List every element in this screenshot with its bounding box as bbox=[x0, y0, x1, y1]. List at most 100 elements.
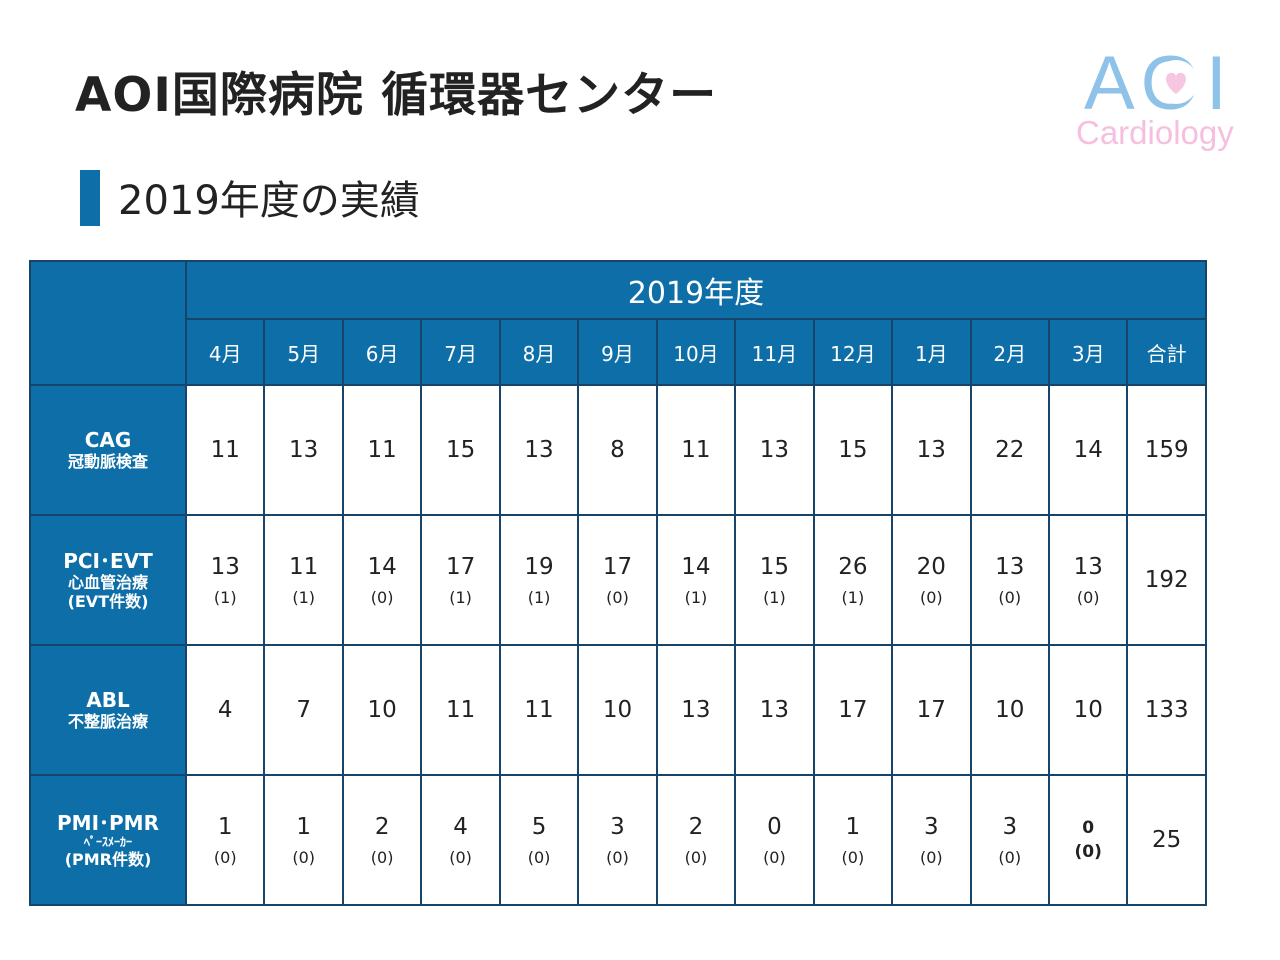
cell-value: 11 bbox=[524, 697, 554, 723]
table-row: ABL 不整脈治療 4 7 10 11 11 10 13 13 17 17 10 10 133 bbox=[29, 644, 1207, 776]
corner-cell bbox=[29, 260, 187, 386]
row-sublabel: 不整脈治療 bbox=[67, 712, 148, 732]
cell-subvalue: (0) bbox=[370, 587, 394, 607]
table-cell: 0 (0) bbox=[1047, 774, 1129, 906]
table-cell: 5 (0) bbox=[498, 774, 580, 906]
row-header: PMI･PMR ﾍﾟｰｽﾒｰｶｰ (PMR件数) bbox=[29, 774, 187, 906]
table-cell: 10 bbox=[577, 644, 658, 776]
cell-value: 15 bbox=[838, 437, 868, 463]
cell-subvalue: (0) bbox=[606, 587, 629, 607]
results-table: 2019年度 4月 5月 6月 7月 8月 9月 10月 11月 12月 1月 2月 3月 合計 CAG… bbox=[29, 260, 1207, 906]
row-header: ABL 不整脈治療 bbox=[29, 644, 187, 776]
cell-subvalue: (1) bbox=[684, 587, 708, 607]
cell-subvalue: (0) bbox=[527, 847, 551, 867]
table-cell: 11 bbox=[498, 644, 580, 776]
table-row: PCI･EVT 心血管治療 (EVT件数) 13 (1) 11 (1) 14 (0) 17 (1) 1… bbox=[29, 514, 1207, 646]
cell-value: 13 bbox=[759, 697, 790, 723]
cell-value: 11 bbox=[289, 553, 319, 580]
cell-value: 2 bbox=[688, 813, 704, 840]
table-cell: 159 bbox=[1126, 384, 1207, 516]
row-header: PCI･EVT 心血管治療 (EVT件数) bbox=[29, 514, 187, 646]
cell-value: 13 bbox=[759, 437, 790, 463]
table-cell: 11 (1) bbox=[263, 514, 344, 646]
cell-value: 4 bbox=[217, 697, 233, 723]
table-cell: 192 bbox=[1126, 514, 1207, 646]
cell-value: 13 bbox=[681, 697, 711, 723]
table-cell: 133 bbox=[1126, 644, 1207, 776]
table-cell: 14 (1) bbox=[655, 514, 737, 646]
row-header: CAG 冠動脈検査 bbox=[29, 384, 187, 516]
table-cell: 1 (0) bbox=[263, 774, 344, 906]
cell-value: 11 bbox=[367, 437, 397, 463]
cell-value: 25 bbox=[1152, 827, 1182, 853]
cell-value: 26 bbox=[838, 553, 868, 580]
cell-value: 13 bbox=[916, 437, 946, 463]
cell-subvalue: (1) bbox=[213, 587, 237, 607]
table-cell: 7 bbox=[263, 644, 344, 776]
table-cell: 10 bbox=[969, 644, 1050, 776]
table-body: CAG 冠動脈検査 11 13 11 15 13 8 11 13 15 13 22 14 159 PCI･EV… bbox=[29, 384, 1207, 906]
year-header: 2019年度 bbox=[185, 260, 1207, 320]
cell-subvalue: (1) bbox=[763, 587, 786, 607]
table-cell: 4 (0) bbox=[420, 774, 501, 906]
cell-value: 1 bbox=[217, 813, 233, 840]
cell-value: 10 bbox=[602, 697, 633, 723]
cell-value: 19 bbox=[524, 553, 554, 580]
table-cell: 14 bbox=[1047, 384, 1129, 516]
column-header: 5月 bbox=[263, 318, 344, 386]
column-header: 10月 bbox=[655, 318, 737, 386]
cell-value: 20 bbox=[916, 553, 946, 580]
table-cell: 11 bbox=[184, 384, 266, 516]
column-header: 7月 bbox=[420, 318, 501, 386]
column-header: 9月 bbox=[577, 318, 658, 386]
row-label: PCI･EVT bbox=[63, 548, 153, 573]
table-cell: 3 (0) bbox=[577, 774, 658, 906]
table-cell: 22 bbox=[969, 384, 1050, 516]
table-cell: 14 (0) bbox=[341, 514, 423, 646]
row-label: PMI･PMR bbox=[57, 811, 159, 836]
cell-subvalue: (0) bbox=[919, 587, 943, 607]
cell-subvalue: (0) bbox=[998, 587, 1022, 607]
cell-value: 14 bbox=[367, 553, 397, 580]
cell-subvalue: (0) bbox=[763, 847, 786, 867]
table-cell: 17 bbox=[812, 644, 894, 776]
cell-value: 13 bbox=[524, 437, 554, 463]
table-cell: 11 bbox=[341, 384, 423, 516]
cell-value: 13 bbox=[995, 553, 1025, 580]
row-note: (PMR件数) bbox=[64, 849, 152, 869]
column-header: 4月 bbox=[184, 318, 266, 386]
cell-subvalue: (0) bbox=[1076, 587, 1100, 607]
column-header: 2月 bbox=[969, 318, 1050, 386]
heart-icon bbox=[1154, 60, 1198, 104]
cell-value: 0 bbox=[767, 813, 782, 840]
table-cell: 17 (0) bbox=[577, 514, 658, 646]
column-header: 合計 bbox=[1126, 318, 1207, 386]
cell-subvalue: (0) bbox=[841, 847, 865, 867]
table-cell: 13 bbox=[498, 384, 580, 516]
table-cell: 13 bbox=[263, 384, 344, 516]
cell-subvalue: (1) bbox=[841, 587, 865, 607]
table-cell: 13 bbox=[655, 644, 737, 776]
column-header: 3月 bbox=[1047, 318, 1129, 386]
table-cell: 13 (0) bbox=[969, 514, 1050, 646]
table-cell: 25 bbox=[1126, 774, 1207, 906]
cell-value: 15 bbox=[759, 553, 790, 580]
row-label: ABL bbox=[86, 688, 130, 713]
cell-subvalue: (0) bbox=[292, 847, 316, 867]
cell-subvalue: (1) bbox=[449, 587, 472, 607]
cell-value: 11 bbox=[210, 437, 240, 463]
cell-value: 11 bbox=[445, 697, 476, 723]
cell-value: 133 bbox=[1144, 697, 1189, 723]
table-cell: 20 (0) bbox=[891, 514, 972, 646]
cell-value: 11 bbox=[681, 437, 711, 463]
column-header: 6月 bbox=[341, 318, 423, 386]
cell-value: 192 bbox=[1144, 567, 1189, 593]
year-header-row: 2019年度 bbox=[29, 260, 1207, 386]
column-header: 8月 bbox=[498, 318, 580, 386]
table-cell: 15 bbox=[420, 384, 501, 516]
table-cell: 19 (1) bbox=[498, 514, 580, 646]
table-cell: 1 (0) bbox=[812, 774, 894, 906]
table-cell: 8 bbox=[577, 384, 658, 516]
cell-value: 17 bbox=[445, 553, 476, 580]
cell-value: 14 bbox=[681, 553, 711, 580]
